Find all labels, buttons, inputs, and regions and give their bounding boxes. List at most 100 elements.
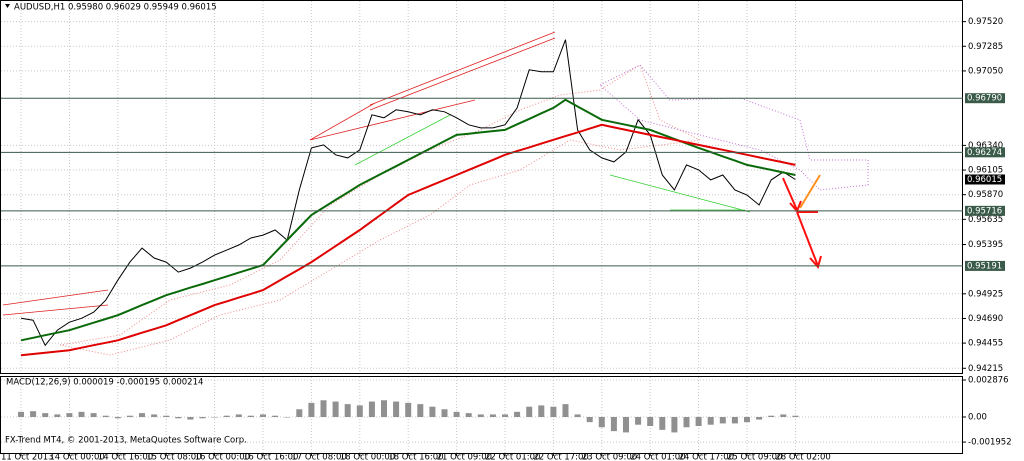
y-tick-label: 0.002876: [968, 376, 1009, 386]
price-line: [20, 123, 796, 357]
main-frame: [0, 0, 963, 374]
macd-bar: [90, 413, 97, 417]
trend-lines: [2, 31, 751, 316]
macd-bar: [489, 414, 496, 417]
y-tick-label: 0.97050: [968, 66, 1003, 76]
macd-bar: [332, 401, 339, 417]
level-box: [965, 93, 1005, 104]
macd-bar: [514, 411, 521, 417]
macd-bar: [562, 404, 569, 417]
y-tick-label: -0.001952: [968, 438, 1012, 448]
macd-bar: [296, 409, 303, 417]
macd-bar: [235, 414, 242, 417]
macd-bar: [247, 415, 254, 417]
x-tick-label: 24 Oct 17:00: [679, 453, 734, 461]
y-tick-label: 0.95635: [968, 215, 1003, 225]
macd-bar: [151, 414, 158, 417]
macd-bar: [441, 409, 448, 417]
x-tick-label: 25 Oct 09:00: [727, 453, 782, 461]
level-box: [965, 205, 1005, 216]
last-price-box: [965, 174, 1005, 185]
macd-header: MACD(12,26,9) 0.000019 -0.000195 0.00021…: [6, 378, 203, 388]
macd-bar: [356, 405, 363, 417]
x-tick-label: 21 Oct 09:00: [437, 453, 492, 461]
x-tick-label: 18 Oct 16:00: [388, 453, 443, 461]
macd-bar: [477, 414, 484, 417]
level-label: 0.96790: [967, 94, 1002, 104]
macd-bar: [102, 415, 109, 417]
ichimoku-cloud: [59, 64, 869, 356]
macd-bar: [647, 416, 654, 426]
copyright: FX-Trend MT4, © 2001-2013, MetaQuotes So…: [5, 436, 247, 446]
macd-bar: [393, 401, 400, 417]
level-box: [965, 260, 1005, 271]
macd-bar: [187, 416, 194, 420]
x-tick-label: 22 Oct 17:00: [533, 453, 588, 461]
macd-bar: [526, 406, 533, 417]
macd-bar: [381, 400, 387, 417]
y-tick-label: 0.94215: [968, 364, 1003, 374]
macd-bar: [610, 416, 617, 432]
macd-bar: [272, 415, 279, 417]
level-label: 0.96274: [967, 148, 1002, 158]
y-tick-label: 0.97520: [968, 17, 1003, 27]
macd-bar: [260, 414, 266, 417]
macd-bar: [623, 416, 629, 433]
macd-bar: [30, 411, 37, 417]
y-tick-label: 0.96340: [968, 141, 1003, 151]
macd-bar: [320, 400, 327, 417]
macd-bar: [223, 415, 230, 417]
macd-bar: [417, 404, 424, 417]
y-tick-label: 0.00: [968, 412, 987, 422]
macd-bar: [139, 413, 145, 417]
macd-bar: [163, 415, 170, 417]
macd-bar: [586, 416, 593, 423]
x-tick-label: 17 Oct 08:00: [291, 453, 346, 461]
macd-bar: [671, 416, 678, 433]
x-tick-label: 28 Oct 02:00: [775, 453, 830, 461]
macd-bar: [18, 411, 24, 417]
level-box: [965, 147, 1005, 158]
level-label: 0.95716: [967, 206, 1002, 216]
macd-bar: [42, 413, 49, 417]
x-tick-label: 15 Oct 08:00: [146, 453, 201, 461]
macd-bar: [405, 402, 412, 417]
macd-bar: [284, 416, 291, 418]
x-tick-label: 24 Oct 01:00: [630, 453, 685, 461]
x-tick-label: 16 Oct 16:00: [243, 453, 298, 461]
macd-bar: [175, 416, 182, 419]
y-tick-label: 0.94690: [968, 314, 1003, 324]
x-tick-label: 16 Oct 00:00: [195, 453, 250, 461]
y-tick-label: 0.95870: [968, 190, 1003, 200]
macd-bar: [659, 416, 666, 430]
macd-bar: [429, 406, 436, 417]
macd-bar: [344, 404, 351, 417]
price-line: [20, 39, 796, 347]
macd-bar: [54, 414, 61, 417]
macd-bar: [756, 416, 763, 420]
macd-bar: [78, 411, 85, 417]
y-tick-label: 0.94455: [968, 339, 1003, 349]
forecast-arrows: [782, 174, 822, 270]
macd-frame: [0, 376, 963, 454]
symbol-header: AUDUSD,H1 0.95980 0.96029 0.95949 0.9601…: [14, 3, 217, 13]
macd-bar: [502, 414, 508, 417]
y-tick-label: 0.96105: [968, 166, 1003, 176]
macd-bar: [768, 415, 775, 417]
x-tick-label: 14 Oct 00:00: [49, 453, 104, 461]
macd-bar: [66, 413, 73, 417]
x-tick-label: 11 Oct 2013: [1, 453, 54, 461]
macd-bar: [308, 402, 315, 417]
macd-bar: [114, 416, 121, 419]
macd-bar: [683, 416, 690, 428]
macd-bar: [635, 416, 642, 425]
macd-bar: [211, 416, 218, 418]
macd-bar: [780, 414, 787, 417]
macd-bar: [744, 416, 750, 423]
macd-bar: [792, 415, 799, 417]
y-tick-label: 0.97285: [968, 42, 1003, 52]
last-price-label: 0.96015: [967, 175, 1002, 185]
dropdown-icon[interactable]: [5, 4, 10, 8]
macd-bar: [707, 416, 714, 425]
